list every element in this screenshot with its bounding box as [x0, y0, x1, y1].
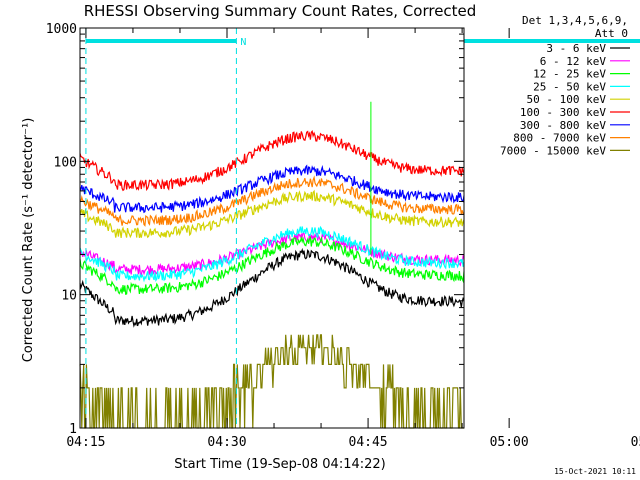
axes: N: [79, 27, 640, 429]
y-tick-label: 1: [69, 422, 77, 437]
plot-frame: [79, 27, 465, 429]
x-tick-label: 05:00: [490, 435, 529, 450]
y-tick-label: 1000: [46, 22, 77, 37]
legend-entry-label: 100 - 300 keV: [520, 106, 606, 119]
series-line-1: [79, 247, 465, 328]
legend-entry-label: 50 - 100 keV: [527, 93, 607, 106]
x-tick-label: 04:15: [66, 435, 105, 450]
chart-title: RHESSI Observing Summary Count Rates, Co…: [84, 2, 477, 20]
series-line-5: [79, 189, 465, 239]
footer-timestamp: 15-Oct-2021 10:11: [554, 467, 636, 476]
x-axis-label: Start Time (19-Sep-08 04:14:22): [174, 457, 385, 472]
night-marker: N: [240, 37, 246, 48]
tick-marks: 04:1504:3004:4505:0005:1505:3005:4511010…: [46, 22, 640, 450]
legend-entry-label: 300 - 800 keV: [520, 119, 606, 132]
x-tick-label: 05:15: [631, 435, 640, 450]
y-tick-label: 100: [54, 155, 77, 170]
series-traces: [79, 101, 465, 429]
series-line-7: [79, 164, 465, 214]
legend-entry-label: 800 - 7000 keV: [513, 132, 606, 145]
legend-entry-label: 3 - 6 keV: [546, 42, 606, 55]
series-line-8: [79, 175, 465, 227]
legend-header: Att 0: [595, 27, 628, 40]
y-tick-label: 10: [61, 289, 77, 304]
legend-entry-label: 12 - 25 keV: [533, 68, 606, 81]
x-tick-label: 04:45: [349, 435, 388, 450]
series-line-3: [79, 235, 465, 296]
legend-entry-label: 7000 - 15000 keV: [500, 144, 606, 157]
series-line-9: [79, 334, 464, 429]
legend-entry-label: 6 - 12 keV: [540, 55, 607, 68]
series-line-6: [79, 130, 465, 192]
legend-entry-label: 25 - 50 keV: [533, 80, 606, 93]
y-axis-label: Corrected Count Rate (s⁻¹ detector⁻¹): [21, 118, 36, 363]
x-tick-label: 04:30: [207, 435, 246, 450]
series-line-4: [79, 225, 465, 283]
legend-header: Det 1,3,4,5,6,9,: [522, 14, 628, 27]
